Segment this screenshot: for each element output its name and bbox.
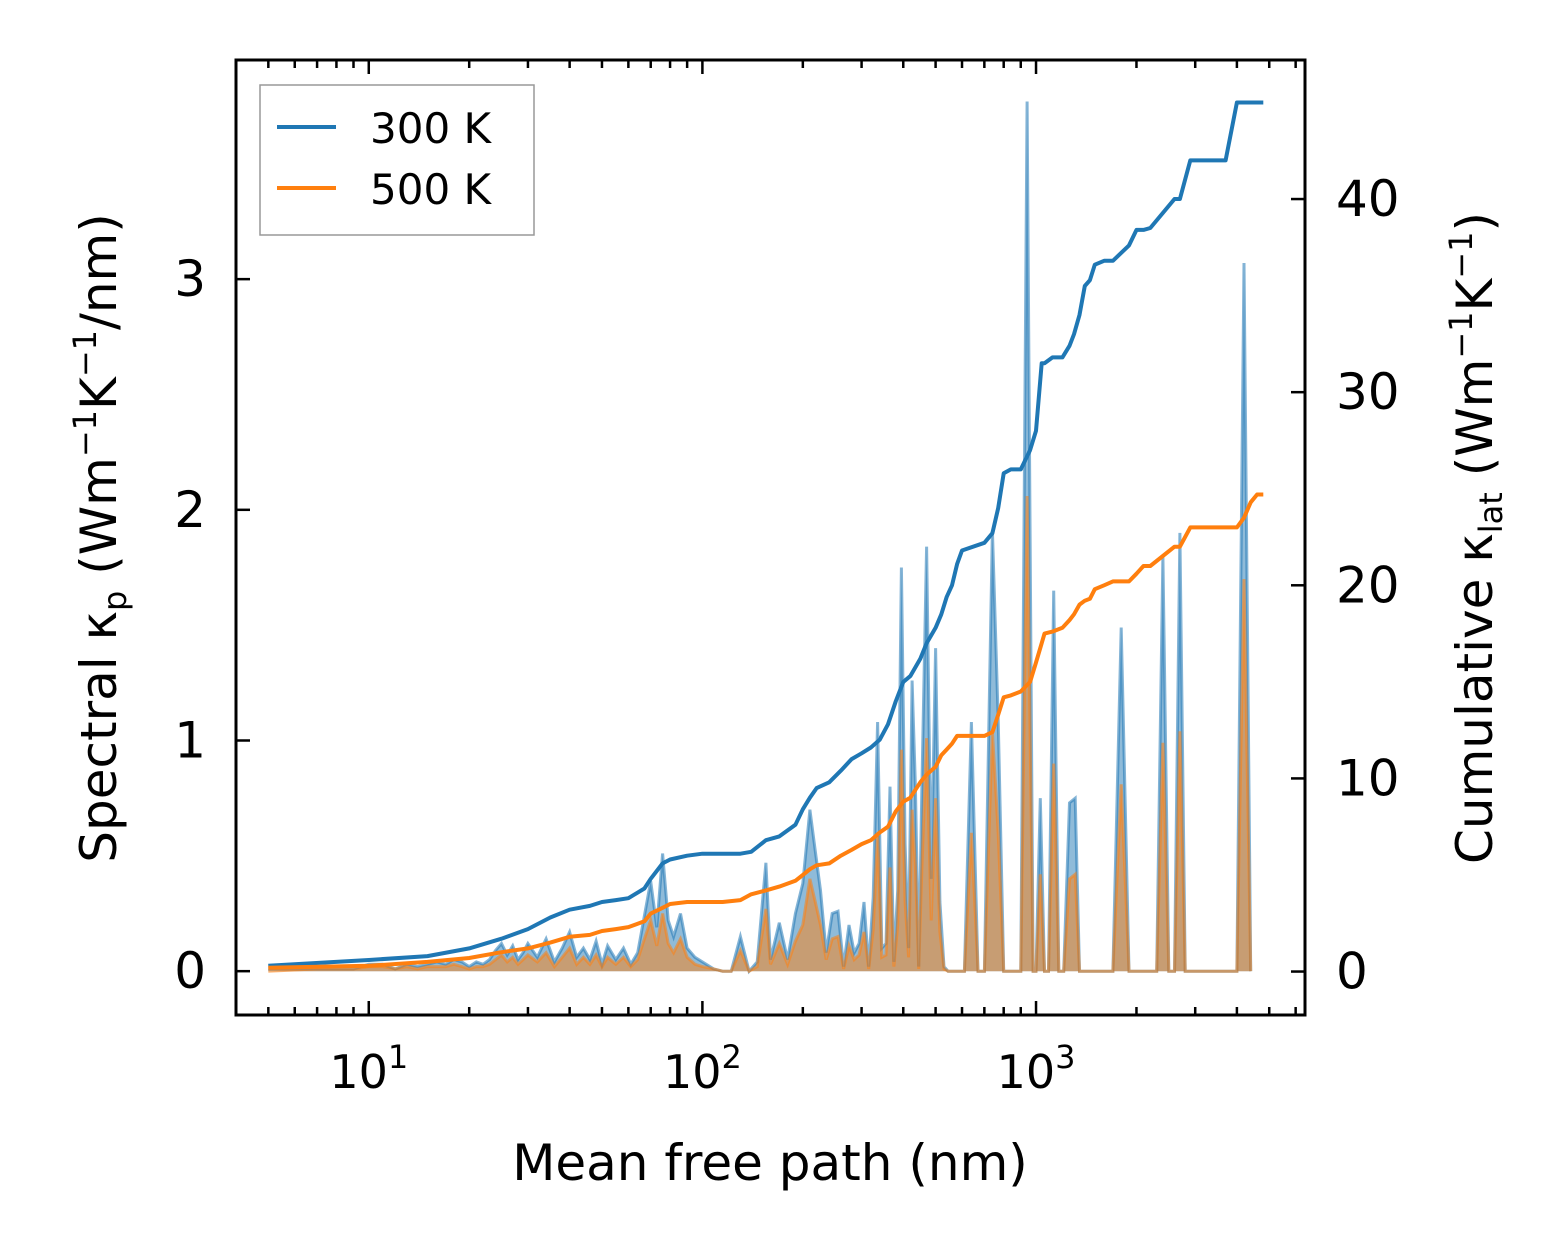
left-y-tick-label: 2 [174,481,206,539]
plot-frame [234,58,1307,1017]
right-y-tick-label: 30 [1336,363,1400,421]
legend-label-300k: 300 K [370,104,493,153]
axis-ticks [234,60,1305,1015]
left-y-tick-label: 0 [174,942,206,1000]
legend-box [259,84,535,236]
cumulative-line-300k [268,100,1264,968]
legend-label-500k: 500 K [370,165,493,214]
right-y-tick-label: 40 [1336,170,1400,228]
x-tick-label: 101 [329,1038,408,1099]
left-y-tick-label: 3 [174,250,206,308]
x-tick-label: 103 [997,1038,1076,1099]
cumulative-lines [268,100,1264,970]
legend: 300 K 500 K [259,84,535,236]
left-y-tick-label: 1 [174,711,206,769]
right-axis-label: Cumulative κlat (Wm−1K−1) [1442,212,1510,864]
cumulative-line-500k [268,492,1264,970]
left-axis-label: Spectral κp (Wm−1K−1/nm) [66,213,134,863]
x-tick-label: 102 [663,1038,742,1099]
right-y-tick-label: 0 [1336,943,1368,1001]
x-axis-label: Mean free path (nm) [512,1134,1028,1192]
right-y-tick-label: 20 [1336,556,1400,614]
right-y-tick-label: 10 [1336,749,1400,807]
spectral-area-500k [268,496,1251,972]
spectral-lines [268,101,1253,975]
spectral-line-500k [268,495,1253,974]
